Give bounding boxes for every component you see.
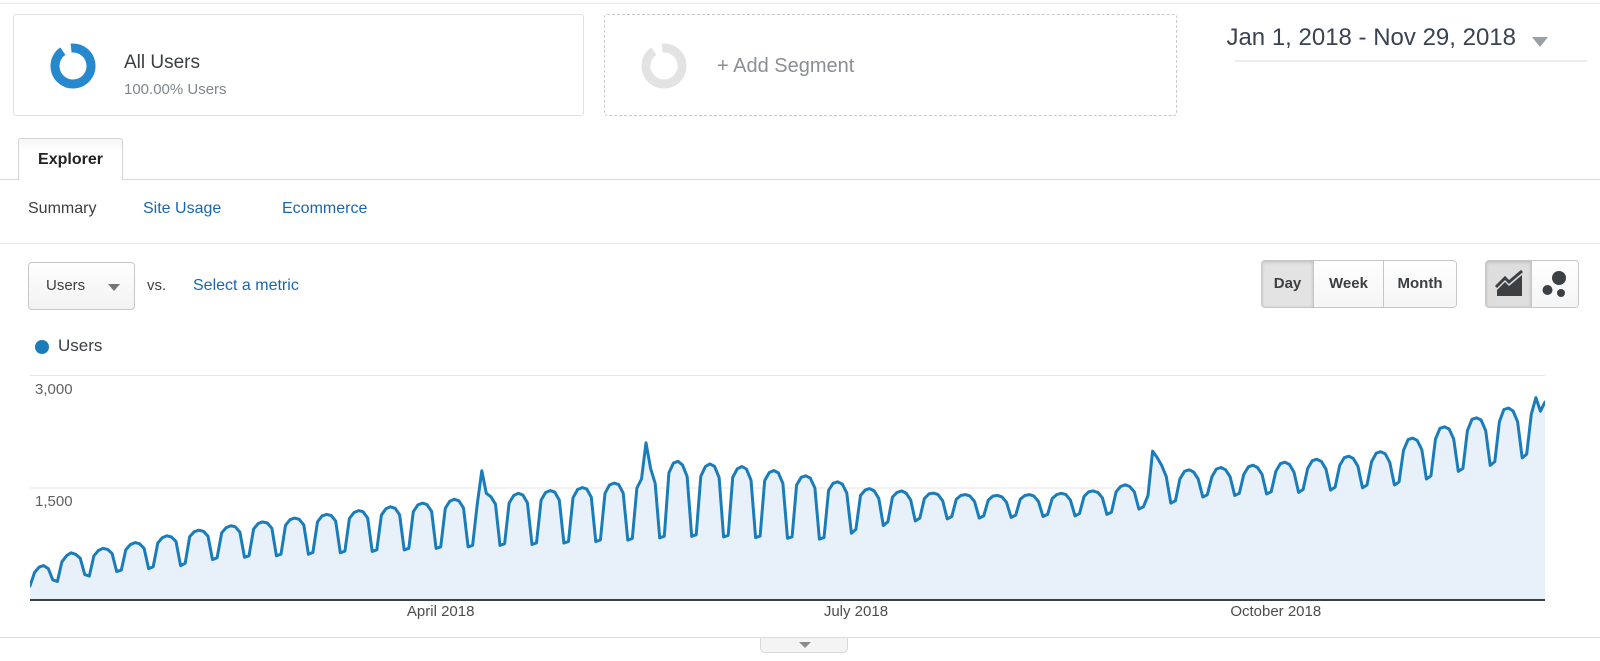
subnav-ecommerce[interactable]: Ecommerce xyxy=(282,200,368,217)
segment-donut-icon xyxy=(50,43,96,89)
chevron-down-icon xyxy=(799,642,811,648)
toolbar-divider xyxy=(0,243,1600,244)
x-axis-month-label: April 2018 xyxy=(406,603,475,620)
users-timeseries-plot[interactable] xyxy=(30,375,1545,601)
granularity-day-button[interactable]: Day xyxy=(1262,261,1314,307)
chevron-down-icon xyxy=(108,284,120,291)
bottom-divider xyxy=(0,637,1600,638)
granularity-button-group: Day Week Month xyxy=(1261,260,1457,308)
segment-chip-all-users[interactable]: All Users 100.00% Users xyxy=(13,14,584,116)
x-axis-line xyxy=(30,599,1545,601)
motion-chart-icon xyxy=(1542,271,1566,297)
tab-explorer[interactable]: Explorer xyxy=(18,138,123,180)
segment-title: All Users xyxy=(124,52,201,73)
chevron-down-icon[interactable] xyxy=(1532,37,1548,47)
date-range-text: Jan 1, 2018 - Nov 29, 2018 xyxy=(1226,24,1516,51)
metric-dropdown[interactable]: Users xyxy=(28,262,135,310)
y-axis-tick-label: 1,500 xyxy=(35,493,73,510)
granularity-week-button[interactable]: Week xyxy=(1314,261,1384,307)
area-chart-button[interactable] xyxy=(1486,261,1532,307)
x-axis-month-label: July 2018 xyxy=(823,603,889,620)
tab-bar-rule xyxy=(0,179,1600,180)
y-axis-tick-label: 3,000 xyxy=(35,380,73,398)
vs-label: vs. xyxy=(147,277,167,294)
top-divider xyxy=(0,3,1600,4)
subnav-summary[interactable]: Summary xyxy=(28,200,97,217)
legend-users-label: Users xyxy=(58,336,103,355)
area-chart-icon xyxy=(1493,269,1524,296)
tab-explorer-label: Explorer xyxy=(38,151,103,168)
select-a-metric-link[interactable]: Select a metric xyxy=(193,277,299,294)
motion-chart-button[interactable] xyxy=(1532,261,1578,307)
add-segment-button[interactable]: + Add Segment xyxy=(604,14,1177,116)
segment-subtitle: 100.00% Users xyxy=(124,81,227,98)
annotations-expander[interactable] xyxy=(760,638,848,653)
add-segment-label: + Add Segment xyxy=(717,55,855,77)
legend-users-dot xyxy=(35,340,49,354)
date-range-selector[interactable]: Jan 1, 2018 - Nov 29, 2018 xyxy=(1100,24,1516,52)
users-line xyxy=(30,396,1545,588)
x-axis-month-label: October 2018 xyxy=(1230,603,1322,620)
date-range-underline xyxy=(1235,60,1587,62)
chart-type-button-group xyxy=(1485,260,1579,308)
users-area-fill xyxy=(30,397,1545,601)
granularity-month-button[interactable]: Month xyxy=(1384,261,1456,307)
segment-donut-empty-icon xyxy=(641,43,687,89)
subnav-site-usage[interactable]: Site Usage xyxy=(143,200,222,217)
metric-dropdown-value: Users xyxy=(46,277,86,294)
